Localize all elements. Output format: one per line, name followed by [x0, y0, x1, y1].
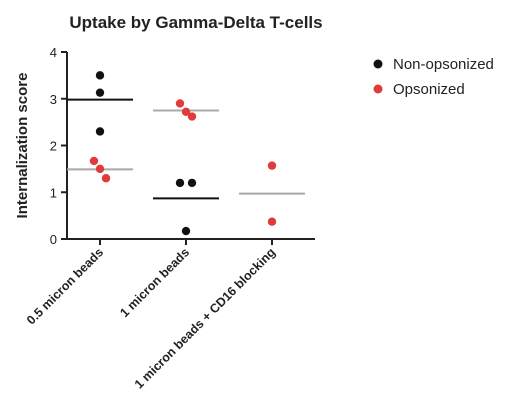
- data-point-opsonized: [95, 164, 105, 174]
- y-tick-label: 3: [50, 92, 57, 107]
- data-point-opsonized: [89, 156, 99, 166]
- data-point-opsonized: [187, 112, 197, 121]
- y-axis-label: Internalization score: [14, 73, 31, 219]
- data-point-non-opsonized: [187, 178, 197, 188]
- data-point-non-opsonized: [95, 88, 105, 97]
- data-point-non-opsonized: [95, 127, 105, 136]
- legend-label: Opsonized: [393, 81, 465, 98]
- y-tick-label: 4: [50, 45, 57, 60]
- data-point-non-opsonized: [95, 71, 105, 80]
- data-point-non-opsonized: [181, 226, 191, 236]
- x-tick-label: 1 micron beads: [117, 245, 192, 320]
- chart-title: Uptake by Gamma-Delta T-cells: [69, 13, 322, 32]
- data-point-non-opsonized: [175, 178, 185, 188]
- data-point-opsonized: [181, 107, 191, 117]
- y-tick-label: 2: [50, 139, 57, 154]
- y-tick-label: 0: [50, 232, 57, 247]
- data-points: [89, 71, 277, 236]
- data-point-opsonized: [175, 99, 185, 108]
- x-tick-label: 1 micron beads + CD16 blocking: [132, 245, 278, 391]
- legend-marker-opsonized: [373, 84, 383, 94]
- data-point-opsonized: [101, 174, 111, 183]
- legend: Non-opsonized Opsonized: [373, 56, 494, 98]
- legend-marker-non-opsonized: [373, 59, 383, 69]
- y-tick-label: 1: [50, 185, 57, 200]
- legend-label: Non-opsonized: [393, 56, 494, 73]
- data-point-opsonized: [267, 217, 277, 226]
- x-tick-label: 0.5 micron beads: [24, 245, 106, 327]
- data-point-opsonized: [267, 161, 277, 170]
